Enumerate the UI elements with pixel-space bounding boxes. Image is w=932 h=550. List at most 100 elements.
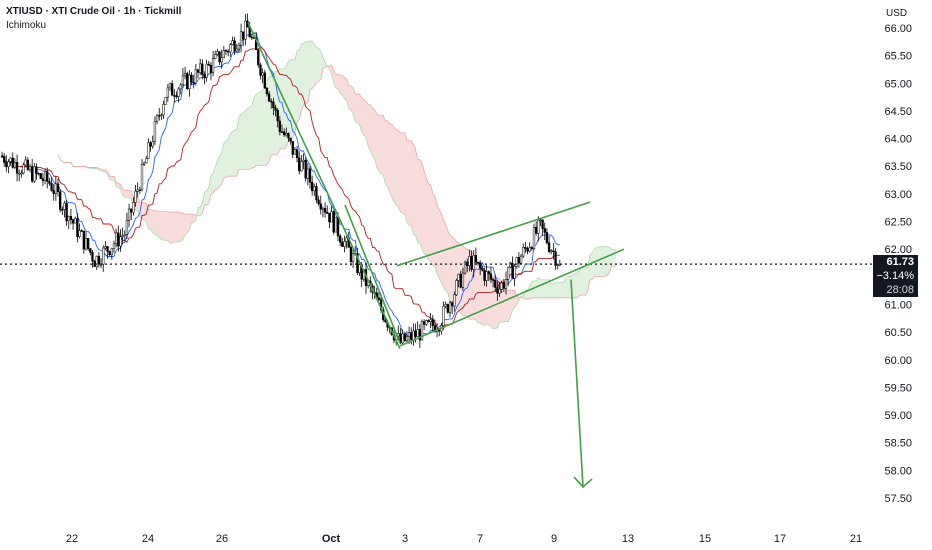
cloud-segment xyxy=(542,279,545,298)
wedge-lower-line[interactable] xyxy=(344,204,401,344)
candle-body xyxy=(321,208,325,210)
candle-body xyxy=(9,157,12,162)
candle-body xyxy=(405,336,409,342)
candle-body xyxy=(476,261,480,264)
cloud-segment xyxy=(551,283,554,298)
candle-body xyxy=(293,149,297,155)
candle-body xyxy=(494,279,497,288)
candle-body xyxy=(522,247,525,257)
channel-lower-line[interactable] xyxy=(399,248,625,347)
candle-body xyxy=(528,247,531,252)
cloud-segment xyxy=(241,112,244,170)
x-tick-label: 22 xyxy=(66,533,78,545)
candle-body xyxy=(74,218,77,224)
senkou-span-b xyxy=(57,64,616,300)
cloud-segment xyxy=(488,275,491,327)
cloud-segment xyxy=(404,132,407,222)
indicator-label[interactable]: Ichimoku xyxy=(6,20,47,31)
cloud-segment xyxy=(299,43,302,120)
cloud-segment xyxy=(581,267,584,295)
candle-body xyxy=(283,131,286,136)
candle-body xyxy=(162,103,165,116)
tenkan-line xyxy=(1,32,560,336)
candle-body xyxy=(168,83,172,89)
channel-upper-line[interactable] xyxy=(396,201,591,267)
candle-body xyxy=(507,266,510,280)
cloud-segment xyxy=(359,93,362,132)
candle-body xyxy=(134,191,137,203)
candle-body xyxy=(446,304,449,313)
candle-body xyxy=(298,157,301,172)
cloud-segment xyxy=(297,50,300,123)
cloud-segment xyxy=(159,211,162,240)
candle-body xyxy=(95,255,98,267)
candle-body xyxy=(50,183,53,191)
y-tick-label: 60.00 xyxy=(884,355,912,367)
candle-body xyxy=(481,267,484,271)
candle-body xyxy=(194,69,197,84)
candle-body xyxy=(407,332,411,337)
candle-body xyxy=(145,158,148,164)
candle-body xyxy=(259,64,262,76)
y-tick-label: 63.50 xyxy=(884,161,912,173)
cloud-segment xyxy=(602,246,606,277)
cloud-segment xyxy=(417,159,420,243)
candle-body xyxy=(502,282,505,289)
cloud-segment xyxy=(245,108,248,170)
cloud-segment xyxy=(314,44,317,87)
wedge-upper-line[interactable] xyxy=(247,22,401,350)
candle-body xyxy=(479,262,482,269)
candle-body xyxy=(190,74,193,83)
cloud-segment xyxy=(465,248,468,316)
cloud-segment xyxy=(189,214,192,230)
cloud-segment xyxy=(344,77,347,101)
cloud-segment xyxy=(600,246,603,277)
cloud-segment xyxy=(546,279,550,298)
cloud-segment xyxy=(544,279,547,298)
candle-body xyxy=(67,216,70,222)
candle-body xyxy=(474,255,477,263)
cloud-segment xyxy=(284,66,287,149)
candle-body xyxy=(537,219,540,234)
cloud-segment xyxy=(389,124,392,198)
candle-body xyxy=(550,250,553,253)
candle-body xyxy=(196,69,200,73)
cloud-segment xyxy=(396,129,399,208)
cloud-segment xyxy=(204,191,207,206)
candle-body xyxy=(261,72,264,76)
candle-body xyxy=(455,280,458,296)
candle-body xyxy=(511,262,514,279)
candle-body xyxy=(147,142,150,159)
candle-body xyxy=(211,58,215,73)
candle-body xyxy=(222,50,225,59)
price-axis: 66.00 65.50 65.00 64.50 64.00 63.50 63.00 62.50… xyxy=(884,23,912,505)
x-tick-label: 15 xyxy=(699,533,711,545)
candle-body xyxy=(166,87,169,98)
candle-body xyxy=(545,232,549,244)
ichimoku-lines xyxy=(1,32,560,336)
candle-body xyxy=(151,141,154,147)
x-tick-label: 24 xyxy=(142,533,154,545)
candles xyxy=(0,13,561,349)
projection-arrow-shaft[interactable] xyxy=(570,279,584,487)
candle-body xyxy=(20,172,23,175)
cloud-segment xyxy=(338,74,341,94)
candle-body xyxy=(530,247,533,249)
candle-body xyxy=(229,44,232,53)
candle-body xyxy=(423,321,426,325)
candle-body xyxy=(265,87,269,94)
cloud-segment xyxy=(514,290,517,308)
candle-body xyxy=(420,321,424,341)
cloud-segment xyxy=(508,290,511,322)
candle-body xyxy=(341,241,344,247)
candle-body xyxy=(334,216,337,233)
cloud-segment xyxy=(124,190,127,198)
candle-body xyxy=(82,230,85,250)
cloud-segment xyxy=(217,156,220,190)
cloud-segment xyxy=(574,273,578,298)
candle-body xyxy=(39,173,42,179)
candle-body xyxy=(442,305,445,326)
candle-body xyxy=(41,178,45,181)
candle-body xyxy=(311,182,314,192)
